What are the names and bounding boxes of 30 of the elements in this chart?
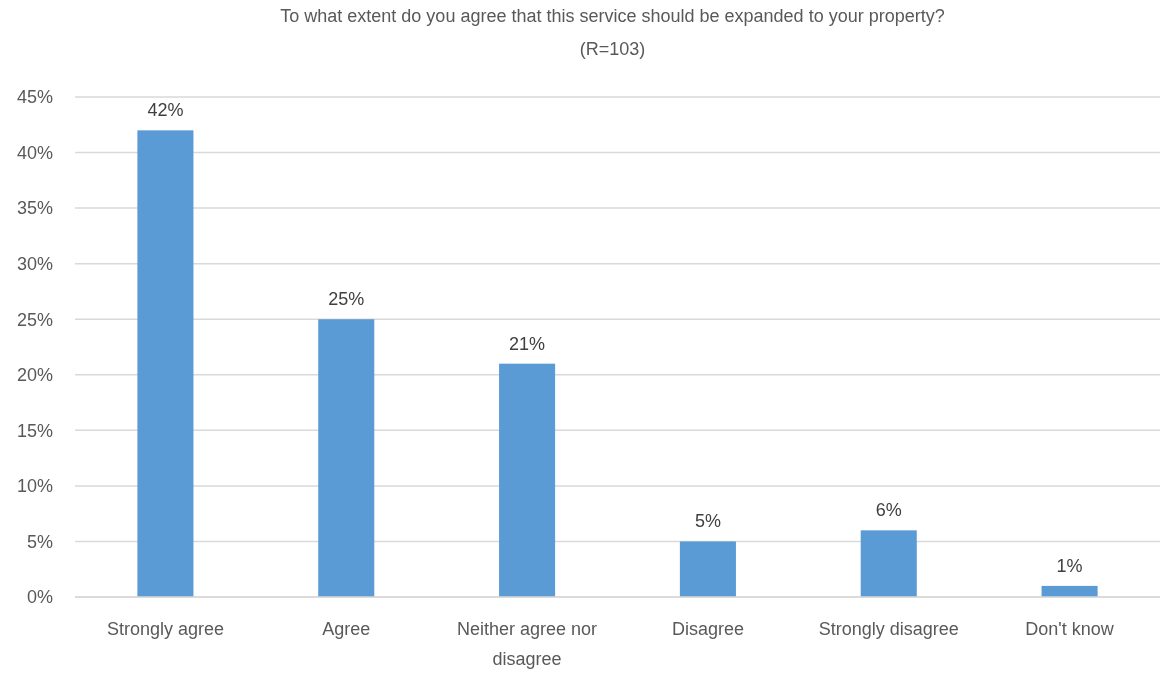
data-label: 1%	[1056, 555, 1083, 576]
y-tick-label: 0%	[26, 587, 53, 608]
bar	[679, 541, 736, 597]
bar	[499, 363, 556, 597]
y-tick-label: 25%	[16, 309, 53, 330]
x-tick-label: Don't know	[1025, 619, 1115, 639]
y-tick-label: 15%	[16, 420, 53, 441]
x-tick-label: Strongly disagree	[818, 619, 959, 639]
data-label: 25%	[328, 289, 365, 310]
x-tick-label: Neither agree nor disagree	[457, 619, 598, 669]
data-label: 5%	[694, 511, 721, 532]
y-tick-label: 10%	[16, 476, 53, 497]
bar	[318, 319, 375, 597]
data-label: 21%	[509, 333, 546, 354]
bar	[860, 530, 917, 597]
chart-subtitle: (R=103)	[579, 39, 646, 59]
data-label: 42%	[147, 100, 184, 121]
y-tick-label: 20%	[16, 365, 53, 386]
chart-title: To what extent do you agree that this service should be expanded to your property?	[280, 6, 945, 26]
y-tick-label: 45%	[16, 87, 53, 108]
bar	[1041, 585, 1098, 597]
y-tick-label: 40%	[16, 142, 53, 163]
y-tick-label: 5%	[26, 531, 53, 552]
data-label: 6%	[875, 500, 902, 521]
x-tick-label: Disagree	[671, 619, 744, 639]
y-tick-label: 35%	[16, 198, 53, 219]
x-tick-label: Agree	[322, 619, 371, 639]
x-tick-label: Strongly agree	[106, 619, 224, 639]
bar	[137, 130, 194, 597]
y-tick-label: 30%	[16, 253, 53, 274]
